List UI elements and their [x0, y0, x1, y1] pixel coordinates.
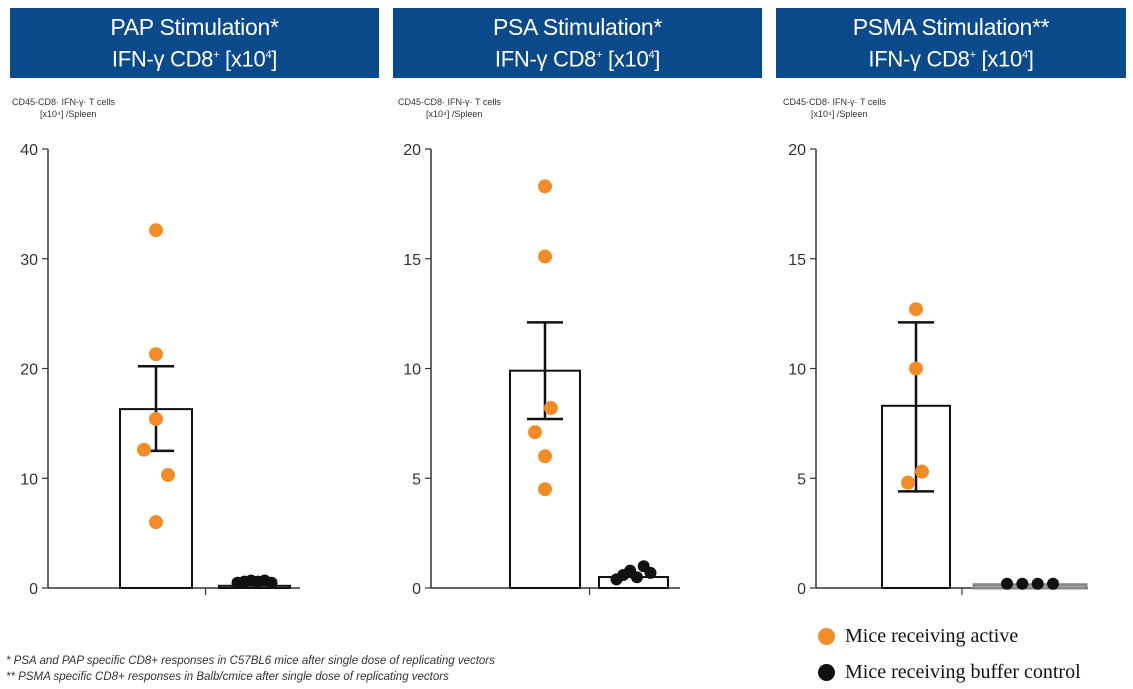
- legend-label-active: Mice receiving active: [845, 625, 1019, 647]
- data-point-active: [909, 361, 923, 376]
- panel-header-pap: PAP Stimulation* IFN-γ CD8+ [x104]: [10, 8, 379, 78]
- y-axis-label-psma: CD45·CD8· IFN-γ· T cells [x10⁴] /Spleen: [783, 96, 886, 120]
- y-tick-label: 10: [788, 362, 806, 379]
- y-tick-label: 40: [20, 142, 38, 159]
- legend-item-active: Mice receiving active: [818, 625, 1018, 648]
- y-axis-label-line2: [x10⁴] /Spleen: [811, 109, 868, 119]
- panel-subtitle-unit: [x10: [975, 46, 1023, 72]
- panel-subtitle-end: ]: [271, 46, 278, 72]
- y-axis-label-line1: CD45·CD8· IFN-γ· T cells: [783, 97, 886, 107]
- panel-title-mark: **: [1031, 13, 1050, 40]
- y-axis-label-pap: CD45·CD8· IFN-γ· T cells [x10⁴] /Spleen: [12, 96, 115, 120]
- panel-subtitle-exp: 4: [1021, 48, 1028, 61]
- footnote-2: ** PSMA specific CD8+ responses in Balb/…: [6, 671, 449, 683]
- data-point-control: [630, 571, 643, 584]
- y-tick-label: 10: [20, 471, 38, 488]
- data-point-active: [149, 223, 163, 238]
- data-point-control: [265, 576, 278, 589]
- y-tick-label: 15: [788, 252, 806, 269]
- data-point-active: [538, 249, 552, 264]
- data-point-active: [544, 401, 558, 416]
- y-tick-label: 0: [797, 581, 806, 598]
- y-axis-label-line1: CD45·CD8· IFN-γ· T cells: [12, 97, 115, 107]
- data-point-active: [161, 467, 175, 482]
- data-point-control: [1001, 577, 1013, 590]
- y-tick-label: 5: [412, 471, 421, 488]
- data-point-active: [149, 411, 163, 426]
- panel-title-mark: *: [653, 13, 663, 40]
- orange-dot-icon: [818, 628, 835, 645]
- panel-subtitle-unit: [x10: [602, 46, 649, 72]
- y-tick-label: 0: [29, 581, 38, 598]
- data-point-control: [1031, 577, 1044, 590]
- panel-subtitle-sup: +: [213, 48, 220, 61]
- y-tick-label: 0: [412, 581, 421, 598]
- data-point-control: [1016, 577, 1029, 590]
- panel-title: PSA Stimulation: [492, 13, 654, 40]
- data-point-active: [528, 425, 542, 440]
- y-axis-label-psa: CD45·CD8· IFN-γ· T cells [x10⁴] /Spleen: [398, 96, 501, 120]
- data-point-active: [901, 475, 915, 490]
- data-point-active: [137, 442, 151, 457]
- panel-title: PAP Stimulation: [110, 13, 270, 40]
- legend-item-control: Mice receiving buffer control: [818, 661, 1081, 684]
- y-tick-label: 10: [403, 362, 421, 379]
- data-point-control: [1047, 577, 1059, 590]
- y-axis-label-line2: [x10⁴] /Spleen: [426, 109, 483, 119]
- panel-title-mark: *: [269, 13, 279, 40]
- black-dot-icon: [818, 664, 835, 681]
- panel-subtitle: IFN-γ CD8: [868, 46, 970, 72]
- y-tick-label: 20: [20, 362, 38, 379]
- data-point-active: [538, 179, 552, 194]
- legend-label-control: Mice receiving buffer control: [845, 661, 1081, 683]
- panel-subtitle-sup: +: [596, 48, 603, 61]
- data-point-active: [149, 347, 163, 362]
- y-tick-label: 30: [20, 252, 38, 269]
- panel-header-psa: PSA Stimulation* IFN-γ CD8+ [x104]: [393, 8, 762, 78]
- y-axis-label-line1: CD45·CD8· IFN-γ· T cells: [398, 97, 501, 107]
- panel-subtitle-sup: +: [969, 48, 976, 61]
- panel-subtitle-exp: 4: [648, 48, 655, 61]
- data-point-active: [915, 464, 929, 479]
- y-axis-label-line2: [x10⁴] /Spleen: [40, 109, 97, 119]
- data-point-control: [644, 566, 657, 579]
- data-point-active: [538, 449, 552, 464]
- bar-control: [972, 583, 1088, 590]
- y-tick-label: 20: [403, 142, 421, 159]
- panel-subtitle-end: ]: [1027, 46, 1034, 72]
- panel-subtitle-end: ]: [654, 46, 661, 72]
- panel-subtitle-unit: [x10: [219, 46, 266, 72]
- panel-subtitle: IFN-γ CD8: [111, 46, 214, 72]
- y-tick-label: 15: [403, 252, 421, 269]
- y-tick-label: 20: [788, 142, 806, 159]
- data-point-active: [538, 482, 552, 497]
- footnote-1: * PSA and PAP specific CD8+ responses in…: [6, 655, 495, 667]
- y-tick-label: 5: [797, 471, 806, 488]
- panel-subtitle: IFN-γ CD8: [494, 46, 597, 72]
- data-point-active: [149, 515, 163, 530]
- data-point-active: [909, 302, 923, 317]
- panel-header-psma: PSMA Stimulation** IFN-γ CD8+ [x104]: [776, 8, 1126, 78]
- panel-subtitle-exp: 4: [265, 48, 272, 61]
- panel-title: PSMA Stimulation: [852, 13, 1033, 40]
